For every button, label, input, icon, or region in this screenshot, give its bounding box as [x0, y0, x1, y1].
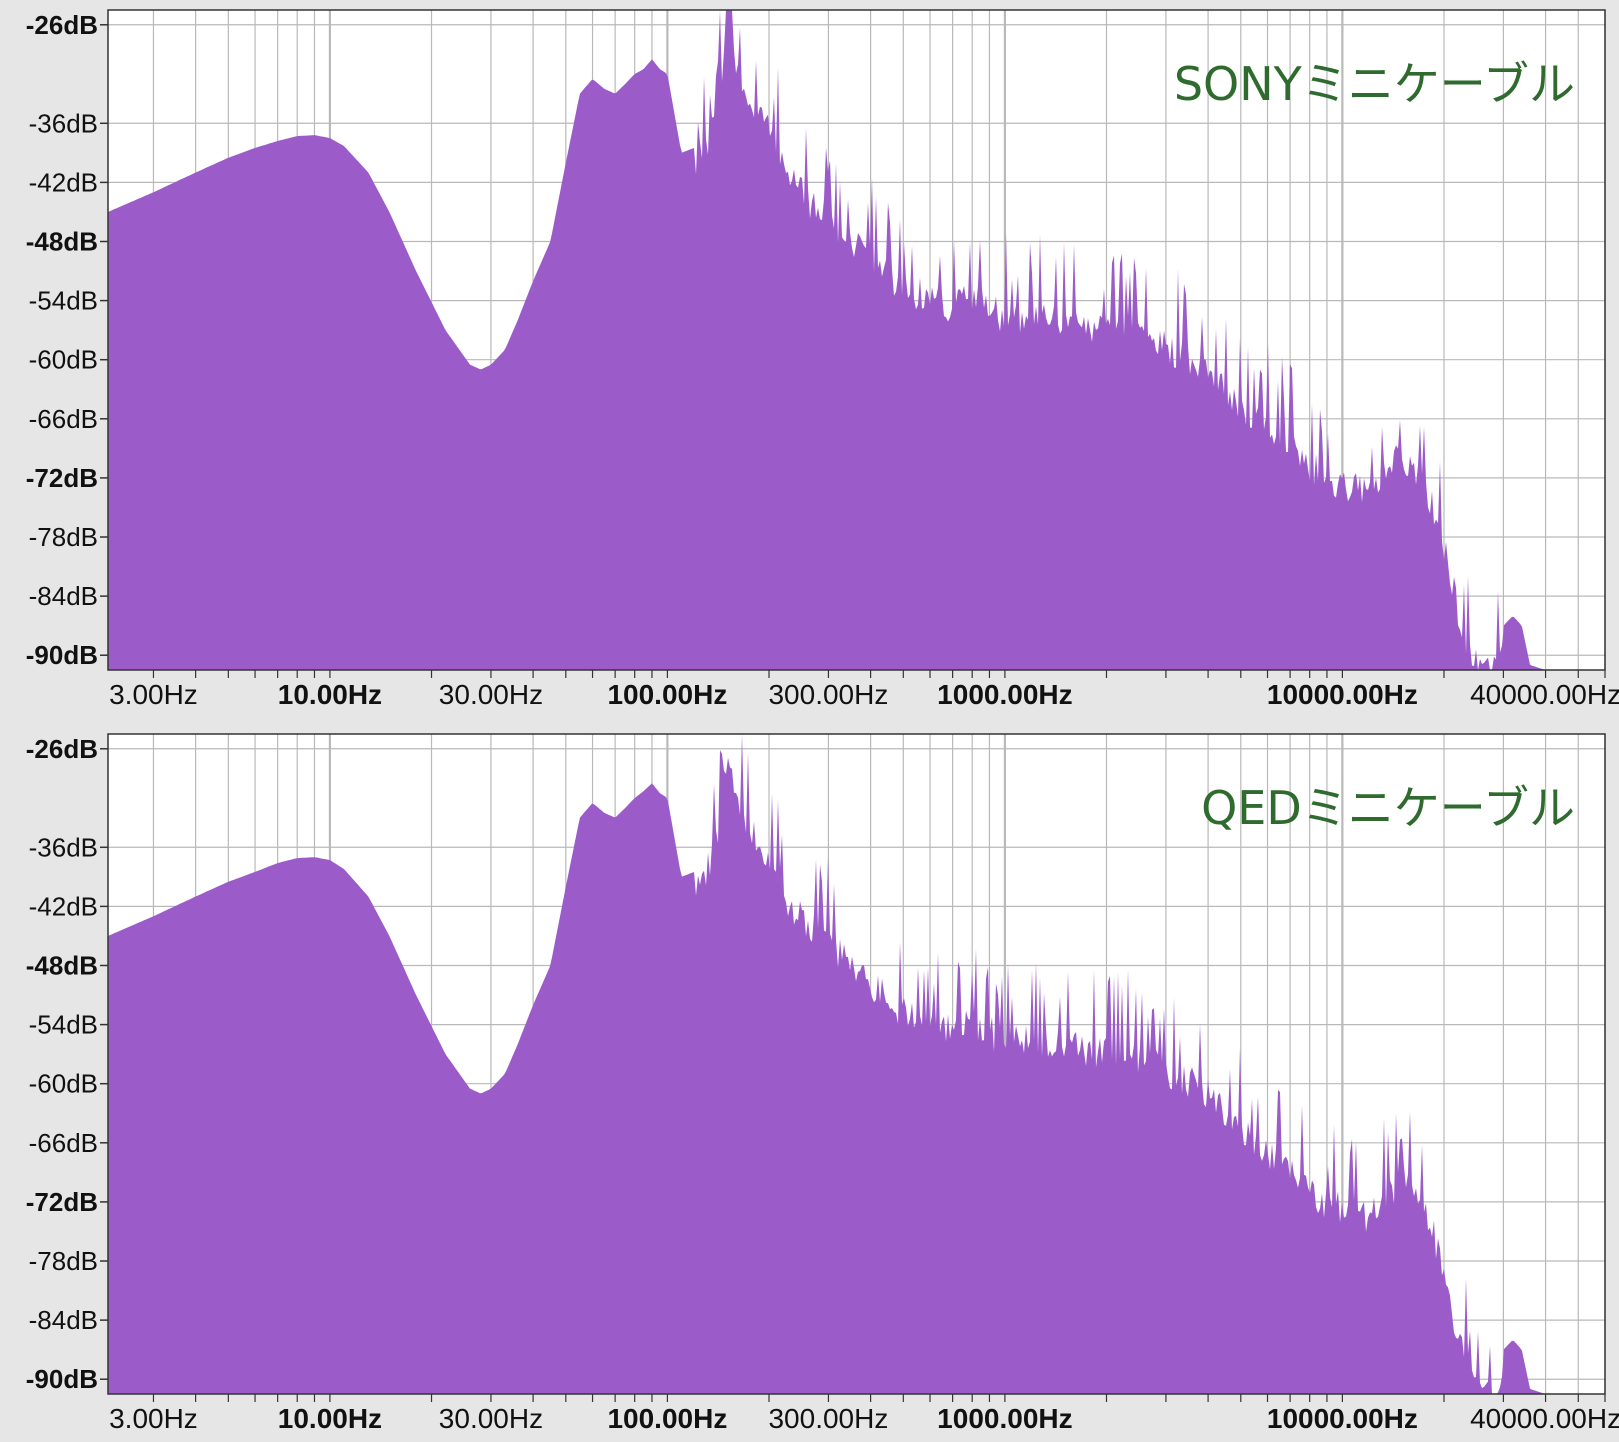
y-tick-label: -42dB — [29, 167, 98, 197]
x-tick-label: 10000.00Hz — [1267, 1403, 1418, 1434]
y-tick-label: -84dB — [29, 581, 98, 611]
y-tick-label: -54dB — [29, 286, 98, 316]
x-tick-label: 100.00Hz — [607, 679, 727, 710]
x-tick-label: 40000.00Hz — [1470, 679, 1619, 710]
x-tick-label: 300.00Hz — [768, 679, 888, 710]
y-tick-label: -90dB — [26, 1364, 98, 1394]
spectrum-chart-sony: -26dB -36dB -42dB -48dB -54dB -60dB -66dB -72dB… — [26, 9, 1619, 710]
y-tick-label: -72dB — [26, 463, 98, 493]
y-tick-label: -26dB — [26, 734, 98, 764]
spectrum-panel-qed: -26dB -36dB -42dB -48dB -54dB -60dB -66dB -72dB… — [0, 724, 1619, 1442]
x-tick-label: 40000.00Hz — [1470, 1403, 1619, 1434]
x-tick-label: 3.00Hz — [109, 679, 198, 710]
spectrum-area — [108, 734, 1605, 1394]
x-tick-label: 300.00Hz — [768, 1403, 888, 1434]
y-tick-label: -66dB — [29, 404, 98, 434]
y-axis-ticks: -26dB -36dB -42dB -48dB -54dB -60dB -66dB -72dB… — [26, 10, 108, 670]
plot-frame — [107, 9, 1606, 671]
y-tick-label: -54dB — [29, 1010, 98, 1040]
plot-label: QEDミニケーブル — [1201, 781, 1575, 835]
x-tick-label: 1000.00Hz — [937, 679, 1072, 710]
plot-label: SONYミニケーブル — [1174, 57, 1575, 111]
x-tick-label: 10000.00Hz — [1267, 679, 1418, 710]
x-tick-label: 10.00Hz — [278, 1403, 382, 1434]
y-tick-label: -60dB — [29, 345, 98, 375]
y-tick-label: -42dB — [29, 891, 98, 921]
y-tick-label: -84dB — [29, 1305, 98, 1335]
spectrum-chart-qed: -26dB -36dB -42dB -48dB -54dB -60dB -66dB -72dB… — [26, 733, 1619, 1434]
y-axis-ticks: -26dB -36dB -42dB -48dB -54dB -60dB -66dB -72dB… — [26, 734, 108, 1394]
x-tick-label: 30.00Hz — [439, 679, 543, 710]
plot-frame — [107, 733, 1606, 1395]
y-tick-label: -36dB — [29, 108, 98, 138]
y-tick-label: -60dB — [29, 1069, 98, 1099]
x-tick-label: 1000.00Hz — [937, 1403, 1072, 1434]
y-tick-label: -48dB — [26, 226, 98, 256]
x-tick-label: 10.00Hz — [278, 679, 382, 710]
spectrum-panel-sony: -26dB -36dB -42dB -48dB -54dB -60dB -66dB -72dB… — [0, 0, 1619, 718]
y-tick-label: -72dB — [26, 1187, 98, 1217]
x-axis-ticks: 3.00Hz 10.00Hz 30.00Hz 100.00Hz 300.00Hz 1000… — [109, 670, 1619, 710]
x-tick-label: 30.00Hz — [439, 1403, 543, 1434]
x-axis-ticks: 3.00Hz 10.00Hz 30.00Hz 100.00Hz 300.00Hz 1000… — [109, 1394, 1619, 1434]
y-tick-label: -48dB — [26, 950, 98, 980]
y-tick-label: -78dB — [29, 522, 98, 552]
y-tick-label: -90dB — [26, 640, 98, 670]
x-tick-label: 3.00Hz — [109, 1403, 198, 1434]
y-tick-label: -66dB — [29, 1128, 98, 1158]
spectrum-area — [108, 10, 1605, 670]
y-tick-label: -26dB — [26, 10, 98, 40]
y-tick-label: -36dB — [29, 832, 98, 862]
x-tick-label: 100.00Hz — [607, 1403, 727, 1434]
y-tick-label: -78dB — [29, 1246, 98, 1276]
